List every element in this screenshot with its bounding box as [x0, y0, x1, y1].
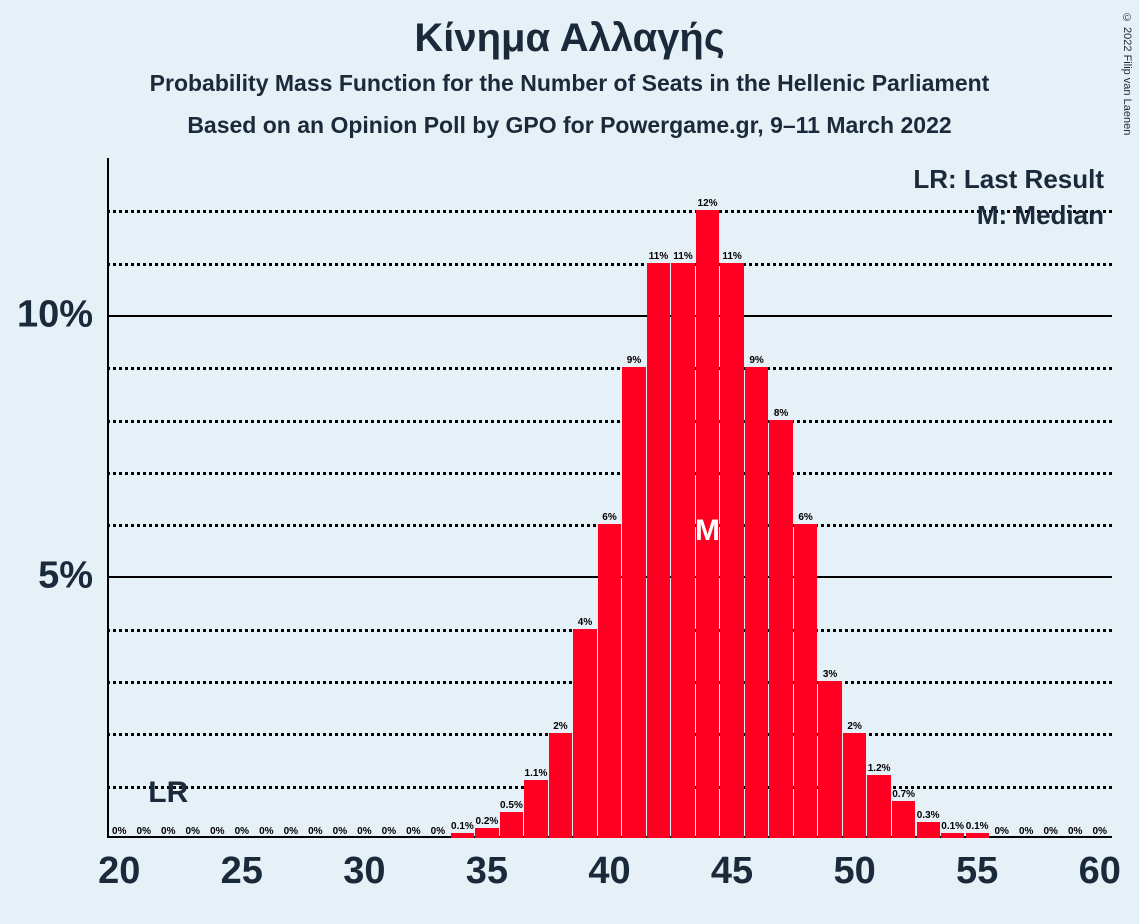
bar-label: 11%	[722, 251, 741, 262]
bar: 2%	[549, 733, 572, 838]
bar-label: 0%	[259, 826, 273, 837]
bar: 2%	[843, 733, 866, 838]
bar-label: 6%	[798, 512, 812, 523]
bar-label: 0.1%	[451, 821, 474, 832]
y-tick-label: 5%	[38, 555, 93, 598]
bar: 9%	[745, 367, 768, 838]
bar-label: 6%	[602, 512, 616, 523]
bar-label: 0.5%	[500, 800, 523, 811]
gridline-minor	[107, 210, 1112, 213]
legend-lr: LR: Last Result	[913, 164, 1104, 195]
x-tick-label: 60	[1079, 850, 1121, 893]
bar-label: 0%	[235, 826, 249, 837]
gridline-minor	[107, 263, 1112, 266]
bar: 0.1%	[966, 833, 989, 838]
chart-subtitle-1: Probability Mass Function for the Number…	[0, 70, 1139, 97]
bar: 0.5%	[500, 812, 523, 838]
chart-subtitle-2: Based on an Opinion Poll by GPO for Powe…	[0, 112, 1139, 139]
bar-label: 0%	[161, 826, 175, 837]
bar-label: 0%	[308, 826, 322, 837]
bar-label: 0%	[112, 826, 126, 837]
bar-label: 11%	[649, 251, 668, 262]
bar-label: 4%	[578, 617, 592, 628]
bar: 0.1%	[451, 833, 474, 838]
bar: 8%	[769, 420, 792, 838]
bar-label: 0%	[137, 826, 151, 837]
x-tick-label: 35	[466, 850, 508, 893]
bar-label: 0%	[1093, 826, 1107, 837]
plot-area: 0%0%0%0%0%0%0%0%0%0%0%0%0%0%0.1%0.2%0.5%…	[107, 158, 1112, 838]
gridline-minor	[107, 420, 1112, 423]
gridline-major	[107, 315, 1112, 317]
bar: 0.2%	[475, 828, 498, 838]
x-tick-label: 55	[956, 850, 998, 893]
bar-label: 0.1%	[966, 821, 989, 832]
bar-label: 1.1%	[525, 768, 548, 779]
bar-label: 0%	[210, 826, 224, 837]
bar: 1.2%	[867, 775, 890, 838]
y-tick-label: 10%	[17, 293, 93, 336]
bar-label: 3%	[823, 669, 837, 680]
bar: 11%	[720, 263, 743, 838]
x-tick-label: 30	[343, 850, 385, 893]
bar: 6%	[794, 524, 817, 838]
x-tick-label: 50	[833, 850, 875, 893]
bar: 1.1%	[524, 780, 547, 838]
bar: 3%	[818, 681, 841, 838]
bar: 0.7%	[892, 801, 915, 838]
x-tick-label: 20	[98, 850, 140, 893]
x-tick-label: 40	[588, 850, 630, 893]
bar-label: 0%	[186, 826, 200, 837]
bar-label: 0%	[1019, 826, 1033, 837]
lr-annotation: LR	[148, 776, 188, 810]
bar: 0.1%	[941, 833, 964, 838]
bar: 9%	[622, 367, 645, 838]
bar-label: 0%	[357, 826, 371, 837]
x-tick-label: 45	[711, 850, 753, 893]
bar-label: 9%	[749, 355, 763, 366]
gridline-minor	[107, 472, 1112, 475]
bar-label: 8%	[774, 408, 788, 419]
copyright-text: © 2022 Filip van Laenen	[1121, 12, 1133, 135]
bar-label: 9%	[627, 355, 641, 366]
bar-label: 0%	[406, 826, 420, 837]
bar-label: 12%	[698, 198, 718, 209]
bar-label: 0%	[382, 826, 396, 837]
bar-label: 0.7%	[892, 789, 915, 800]
bar-label: 0.3%	[917, 810, 940, 821]
bar-label: 0%	[1043, 826, 1057, 837]
chart-title: Κίνημα Αλλαγής	[0, 16, 1139, 61]
bar: 4%	[573, 629, 596, 838]
bar-label: 0.2%	[476, 816, 499, 827]
bar-label: 0%	[333, 826, 347, 837]
bar: 11%	[671, 263, 694, 838]
bar-label: 0%	[994, 826, 1008, 837]
bar-label: 11%	[673, 251, 692, 262]
bar-label: 0%	[431, 826, 445, 837]
legend-m: M: Median	[977, 200, 1104, 231]
gridline-minor	[107, 367, 1112, 370]
bar-label: 0.1%	[941, 821, 964, 832]
bar-label: 0%	[1068, 826, 1082, 837]
bar-label: 2%	[847, 721, 861, 732]
x-tick-label: 25	[221, 850, 263, 893]
bar: 0.3%	[917, 822, 940, 838]
bar-label: 1.2%	[868, 763, 891, 774]
bar: 11%	[647, 263, 670, 838]
bar: 6%	[598, 524, 621, 838]
median-annotation: M	[695, 514, 720, 548]
bar-label: 2%	[553, 721, 567, 732]
bar-label: 0%	[284, 826, 298, 837]
